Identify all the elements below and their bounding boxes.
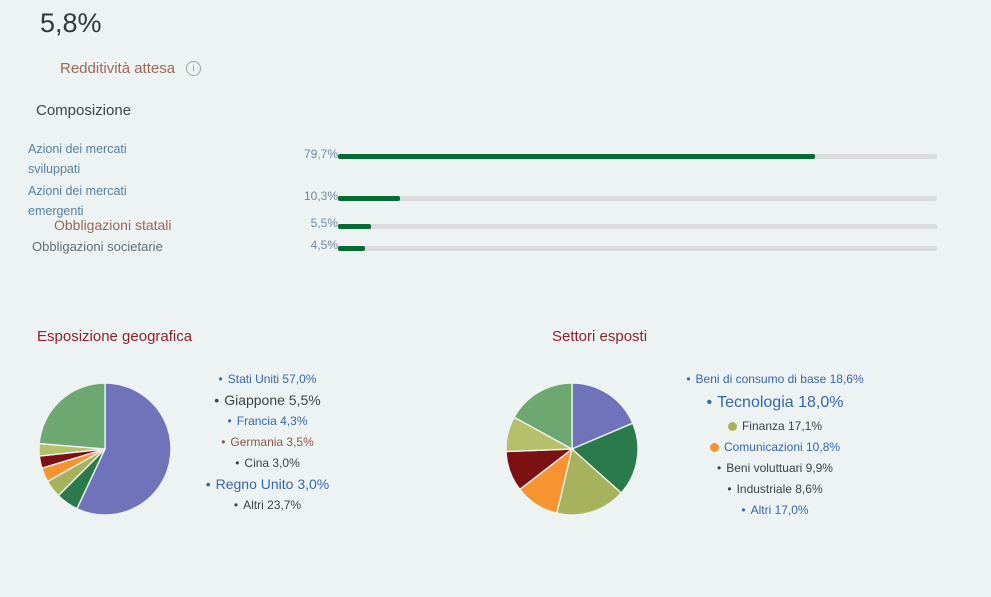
- pie-slice-altri: [38, 382, 106, 450]
- composition-row-label: Azioni dei mercati emergenti: [28, 184, 127, 218]
- legend-item: • Regno Unito 3,0%: [206, 477, 330, 492]
- legend-item: • Industriale 8,6%: [727, 482, 822, 497]
- legend-item: • Germania 3,5%: [221, 435, 314, 450]
- legend-item: • Altri 17,0%: [741, 503, 808, 518]
- composition-title: Composizione: [36, 102, 132, 119]
- composition-row-value: 5,5%: [310, 216, 338, 230]
- legend-label: Altri 17,0%: [750, 503, 809, 517]
- legend-label: Giappone 5,5%: [224, 392, 321, 408]
- composition-row-bar-fill: [338, 246, 365, 251]
- legend-bullet-icon: •: [686, 372, 691, 386]
- composition-rows: Azioni dei mercati sviluppati 79,7% Azioni …: [28, 0, 963, 260]
- legend-bullet-icon: •: [233, 498, 239, 512]
- composition-row-bar-track: [338, 224, 937, 229]
- legend-bullet-icon: •: [227, 414, 232, 428]
- pie-slice-finanza: [555, 447, 623, 516]
- sectors-legend: • Beni di consumo di base 18,6% • Tecnologi…: [650, 372, 900, 518]
- composition-row-label: Obbligazioni societarie: [32, 239, 163, 254]
- legend-label: Tecnologia 18,0%: [717, 394, 844, 411]
- pie-slice-tecnologia: [570, 422, 639, 494]
- composition-row-bar-fill: [338, 224, 371, 229]
- legend-bullet-icon: •: [727, 482, 732, 496]
- pie-slice-beni-di-consumo-di-base: [571, 382, 634, 451]
- legend-label: Regno Unito 3,0%: [215, 476, 330, 492]
- legend-label: Cina 3,0%: [244, 456, 300, 470]
- legend-item: • Tecnologia 18,0%: [707, 393, 844, 413]
- legend-item: Finanza 17,1%: [727, 419, 823, 434]
- legend-bullet-icon: •: [706, 394, 713, 411]
- expected-return-value: 5,8%: [40, 8, 102, 38]
- pie-slice-stati-uniti: [75, 382, 172, 516]
- composition-row-value: 79,7%: [303, 147, 338, 161]
- legend-bullet-icon: •: [235, 456, 240, 470]
- legend-label: Francia 4,3%: [236, 414, 308, 428]
- composition-row-bar-fill: [338, 196, 400, 201]
- legend-label: Altri 23,7%: [243, 498, 302, 512]
- info-icon[interactable]: i: [186, 61, 201, 76]
- composition-row-bar-track: [338, 246, 937, 251]
- legend-label: Comunicazioni 10,8%: [723, 440, 841, 454]
- composition-row-value: 4,5%: [310, 238, 338, 252]
- legend-label: Stati Uniti 57,0%: [227, 372, 317, 386]
- legend-item: • Francia 4,3%: [228, 414, 308, 429]
- legend-bullet-icon: •: [214, 392, 220, 408]
- sectors-title: Settori esposti: [552, 328, 648, 345]
- legend-label: Beni di consumo di base 18,6%: [695, 372, 864, 386]
- legend-label: Finanza 17,1%: [741, 419, 823, 433]
- legend-item: Comunicazioni 10,8%: [709, 440, 841, 455]
- legend-bullet-icon: •: [717, 461, 722, 475]
- legend-item: • Stati Uniti 57,0%: [219, 372, 317, 387]
- composition-row-value: 10,3%: [303, 189, 338, 203]
- legend-label: Beni voluttuari 9,9%: [726, 461, 833, 475]
- geo-exposure-legend: • Stati Uniti 57,0% • Giappone 5,5% • Francia…: [175, 372, 360, 513]
- expected-return-label: Redditività attesa: [60, 60, 176, 77]
- geo-exposure-pie-chart: [38, 382, 172, 516]
- legend-item: • Beni di consumo di base 18,6%: [686, 372, 863, 387]
- legend-bullet-icon: •: [221, 435, 226, 449]
- composition-row-bar-track: [338, 196, 937, 201]
- composition-row-label: Obbligazioni statali: [54, 217, 172, 233]
- legend-label: Industriale 8,6%: [736, 482, 823, 496]
- legend-dot-icon: [709, 443, 719, 452]
- legend-item: • Altri 23,7%: [234, 498, 301, 513]
- legend-item: • Giappone 5,5%: [214, 393, 320, 408]
- pie-slice-altri: [513, 382, 573, 451]
- composition-row-bar-track: [338, 154, 937, 159]
- legend-item: • Cina 3,0%: [235, 456, 300, 471]
- legend-label: Germania 3,5%: [230, 435, 314, 449]
- legend-bullet-icon: •: [741, 503, 746, 517]
- composition-row-bar-fill: [338, 154, 816, 159]
- legend-dot-icon: [727, 422, 737, 431]
- legend-item: • Beni voluttuari 9,9%: [717, 461, 833, 476]
- composition-row-label: Azioni dei mercati sviluppati: [28, 142, 127, 176]
- sectors-pie-chart: [505, 382, 639, 516]
- geo-exposure-title: Esposizione geografica: [37, 328, 193, 345]
- legend-bullet-icon: •: [218, 372, 223, 386]
- legend-bullet-icon: •: [205, 476, 211, 492]
